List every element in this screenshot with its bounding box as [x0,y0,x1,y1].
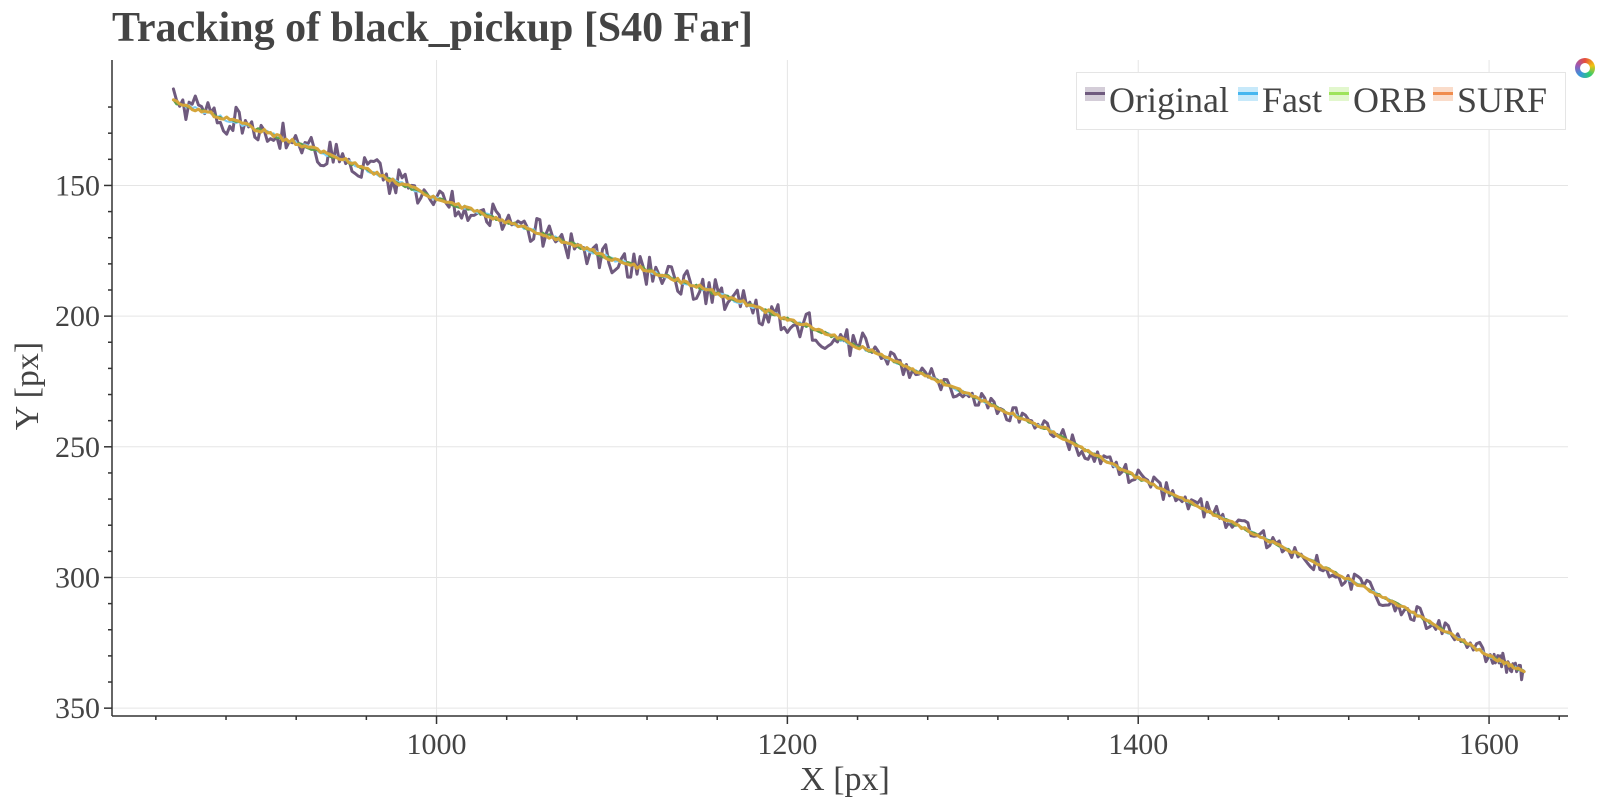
legend-swatch-original-line [1085,92,1105,95]
legend-swatch-orb [1329,87,1349,101]
x-tick-label: 1200 [757,728,817,761]
legend-item-orb[interactable]: ORB [1329,75,1427,125]
legend-label-surf: SURF [1457,80,1548,120]
x-tick-label: 1400 [1108,728,1168,761]
legend-item-surf[interactable]: SURF [1433,75,1547,125]
legend-label-fast: Fast [1262,80,1323,120]
legend-swatch-original [1085,87,1105,101]
axes: 1000 1200 1400 1600 150 200 250 300 350 [55,60,1568,761]
legend-item-original[interactable]: Original [1085,75,1229,125]
legend-label-original: Original [1109,80,1229,120]
y-tick-label: 150 [55,169,100,202]
y-tick-label: 250 [55,431,100,464]
x-axis-label: X [px] [800,761,890,798]
bokeh-logo-icon[interactable] [1575,58,1595,78]
legend-swatch-surf-line [1433,92,1453,95]
series-layer [171,87,1526,682]
y-tick-label: 350 [55,692,100,725]
x-tick-label: 1600 [1459,728,1519,761]
chart-title: Tracking of black_pickup [S40 Far] [112,5,753,51]
y-tick-label: 300 [55,561,100,594]
legend-label-orb: ORB [1353,80,1428,120]
x-tick-label: 1000 [407,728,467,761]
legend[interactable]: Original Fast ORB SURF [1076,72,1566,130]
grid-lines [112,60,1568,716]
legend-swatch-orb-line [1329,92,1349,95]
y-tick-label: 200 [55,300,100,333]
series-line-original [171,87,1526,682]
series-line-surf [171,98,1526,674]
legend-swatch-surf [1433,87,1453,101]
legend-swatch-fast-line [1238,92,1258,95]
legend-item-fast[interactable]: Fast [1238,75,1322,125]
legend-swatch-fast [1238,87,1258,101]
